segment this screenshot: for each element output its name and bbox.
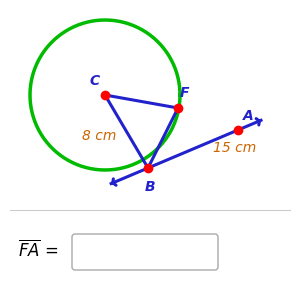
Text: 15 cm: 15 cm xyxy=(213,141,256,155)
Text: B: B xyxy=(145,180,155,194)
FancyBboxPatch shape xyxy=(72,234,218,270)
Text: F: F xyxy=(180,86,190,100)
Text: C: C xyxy=(90,74,100,88)
Text: 8 cm: 8 cm xyxy=(82,129,116,143)
Text: A: A xyxy=(243,109,254,123)
Text: $\overline{FA}$ =: $\overline{FA}$ = xyxy=(18,239,58,260)
